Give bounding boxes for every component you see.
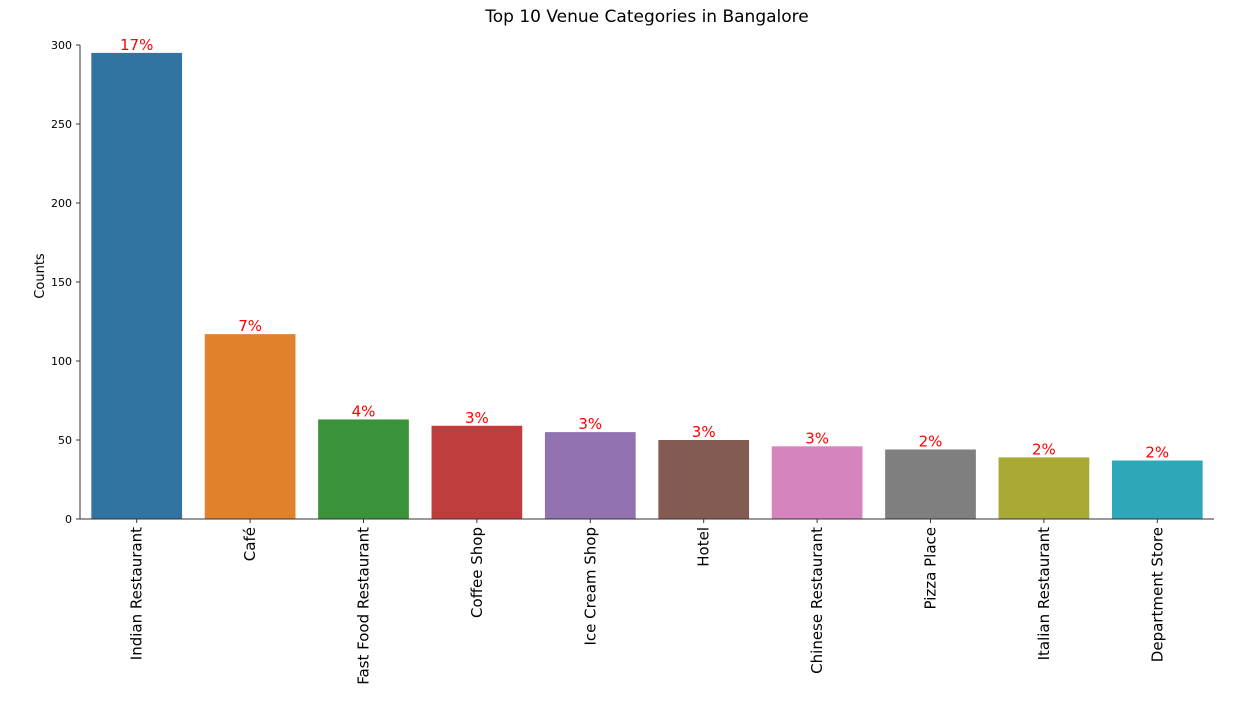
x-tick-label: Italian Restaurant: [1035, 527, 1053, 661]
bar: [431, 425, 523, 519]
chart-title: Top 10 Venue Categories in Bangalore: [484, 7, 809, 27]
data-label: 2%: [1145, 444, 1169, 462]
data-label: 3%: [578, 415, 602, 433]
bar: [1111, 460, 1203, 519]
x-tick-label: Coffee Shop: [468, 527, 486, 618]
x-axis: Indian Restaurant Café Fast Food Restauran…: [80, 518, 1214, 685]
bar: [771, 446, 863, 519]
data-label: 17%: [120, 36, 153, 54]
data-labels-group: 17% 7% 4% 3% 3% 3% 3% 2% 2% 2%: [120, 36, 1169, 462]
data-label: 3%: [692, 423, 716, 441]
data-label: 3%: [465, 409, 489, 427]
bar: [204, 334, 296, 519]
x-tick-label: Indian Restaurant: [128, 527, 146, 660]
x-tick-label: Café: [241, 527, 259, 561]
y-tick-label: 200: [51, 197, 72, 210]
data-label: 4%: [352, 402, 376, 420]
bar: [318, 419, 409, 519]
bar: [998, 457, 1090, 519]
bar: [885, 449, 976, 519]
bar: [658, 440, 750, 519]
data-label: 2%: [1032, 440, 1056, 458]
x-tick-label: Hotel: [695, 527, 713, 567]
y-tick-label: 50: [58, 434, 72, 447]
y-axis-label: Counts: [33, 253, 48, 299]
y-tick-label: 150: [51, 276, 72, 289]
x-tick-label: Fast Food Restaurant: [355, 527, 373, 685]
y-tick-label: 100: [51, 355, 72, 368]
y-tick-label: 250: [51, 118, 72, 131]
y-tick-label: 300: [51, 39, 72, 52]
bar: [544, 432, 636, 519]
y-tick-label: 0: [65, 513, 72, 526]
x-tick-label: Ice Cream Shop: [581, 527, 599, 646]
y-axis: 0 50 100 150 200 250 300: [51, 39, 81, 526]
data-label: 7%: [238, 317, 262, 335]
x-tick-label: Pizza Place: [922, 527, 940, 609]
x-tick-label: Department Store: [1148, 527, 1166, 662]
x-tick-label: Chinese Restaurant: [808, 527, 826, 674]
data-label: 3%: [805, 429, 829, 447]
data-label: 2%: [919, 432, 943, 450]
bars-group: [91, 52, 1203, 520]
bar: [91, 52, 183, 520]
